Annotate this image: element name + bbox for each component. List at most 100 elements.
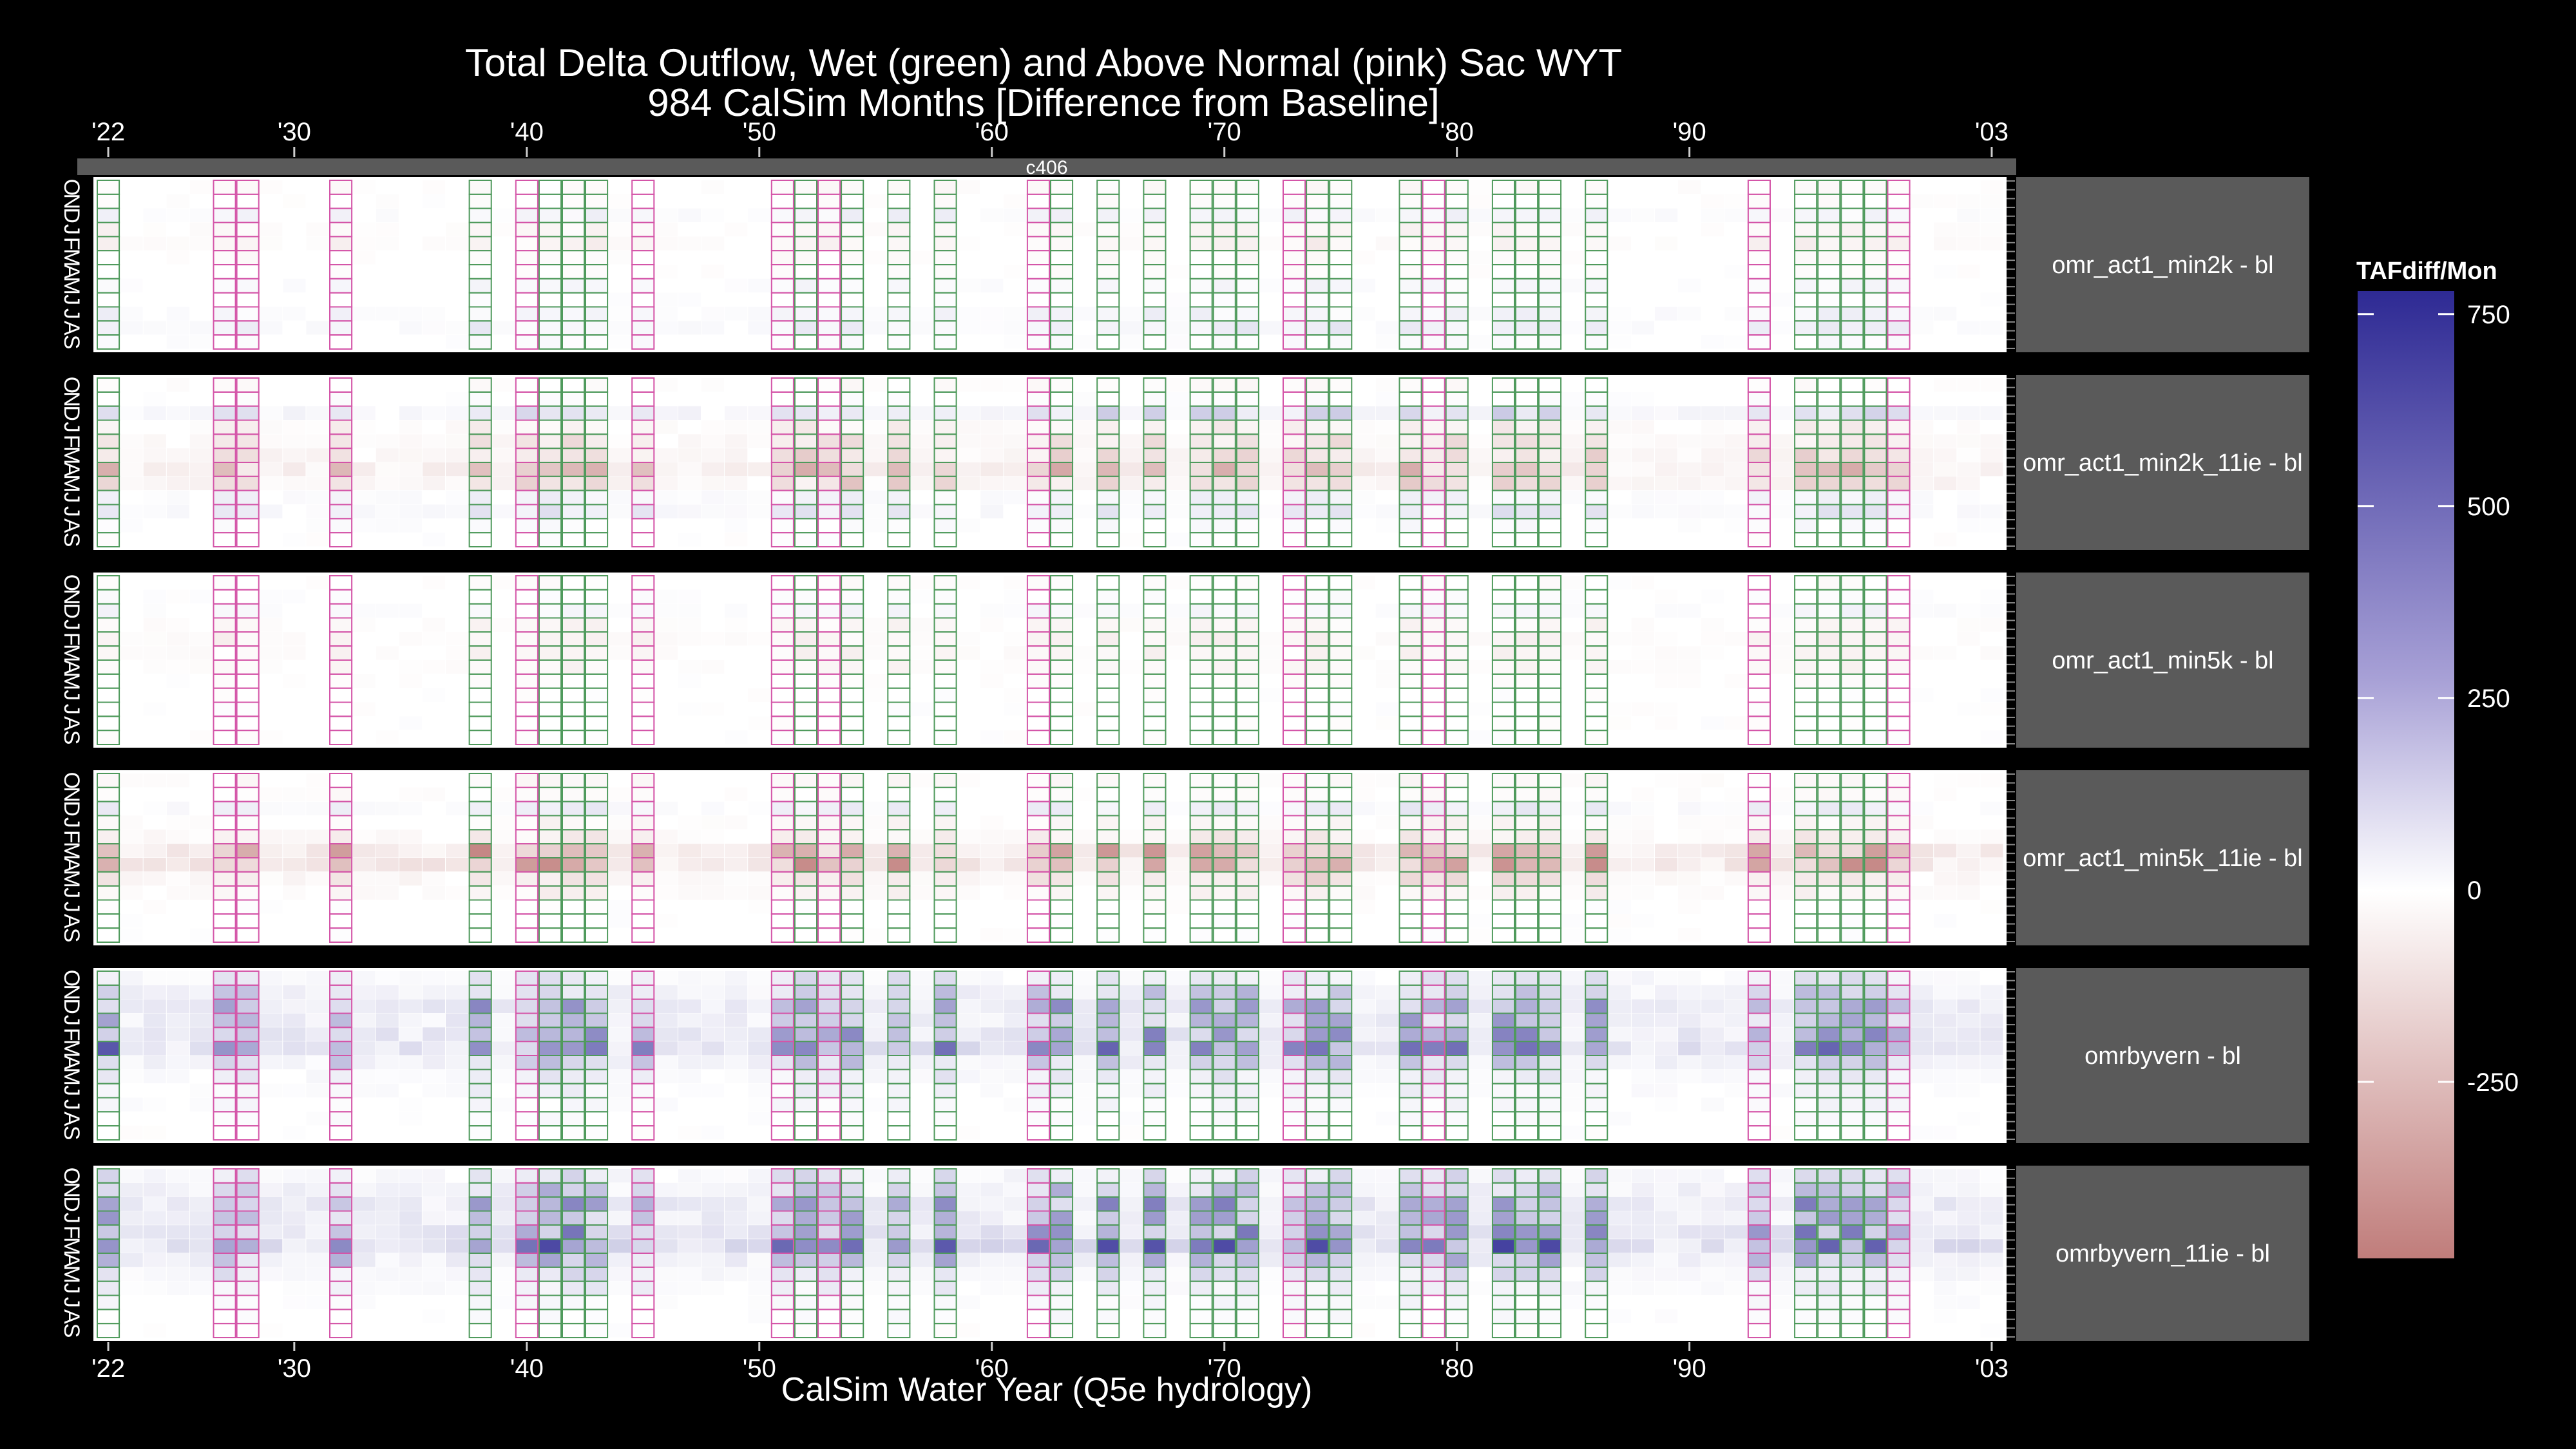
heat-cell [1864,236,1887,251]
heat-cell [1608,716,1631,730]
heat-cell [1120,236,1143,251]
heat-cell [143,985,166,999]
wet-year-cell [1189,927,1213,943]
heat-cell [771,844,794,858]
heat-cell [980,476,1004,491]
heat-cell [1911,688,1934,702]
wet-year-cell [1445,730,1469,745]
heat-cell [1213,292,1236,307]
facet-strip [2016,375,2309,550]
heat-cell [1887,335,1911,349]
heat-cell [515,434,539,448]
heat-cell [1143,378,1166,392]
heat-cell [469,829,492,844]
heat-cell [1027,1041,1050,1056]
heat-cell [1585,392,1608,406]
heat-cell [887,603,910,618]
heat-cell [1213,971,1236,985]
heat-cell [1957,518,1980,533]
heat-cell [1887,476,1911,491]
heat-cell [585,476,608,491]
heat-cell [1538,815,1561,829]
heat-cell [1167,307,1190,321]
heat-cell [887,660,910,674]
heat-cell [1096,462,1120,477]
heat-cell [678,674,701,688]
heat-cell [1167,533,1190,547]
heat-cell [1911,462,1934,477]
heat-cell [1329,278,1352,293]
heat-cell [1538,787,1561,802]
heat-cell [1096,278,1120,293]
heat-cell [1213,603,1236,618]
heat-cell [1143,858,1166,872]
heat-cell [492,576,515,590]
heat-cell [1794,448,1817,462]
heat-cell [1329,420,1352,434]
heat-cell [725,462,748,477]
heat-cell [166,448,189,462]
heat-cell [1422,928,1445,942]
heat-cell [1631,646,1654,660]
heat-cell [1073,307,1096,321]
heat-cell [539,518,562,533]
heat-cell [1655,646,1678,660]
heat-cell [817,999,841,1013]
heat-cell [1096,265,1120,279]
heat-cell [1817,603,1840,618]
heat-cell [1167,618,1190,632]
heat-cell [166,871,189,886]
heat-cell [864,420,887,434]
heat-cell [1887,208,1911,222]
heat-cell [97,801,120,815]
heat-cell [1399,236,1422,251]
heat-cell [817,660,841,674]
heat-cell [213,1027,236,1041]
heat-cell [771,1056,794,1070]
wet-year-cell [1794,927,1818,943]
heat-cell [1050,773,1073,788]
heat-cell [910,1069,933,1084]
heat-cell [120,858,143,872]
heat-cell [1004,1056,1027,1070]
heat-cell [864,928,887,942]
heat-cell [1259,773,1283,788]
heat-cell [1817,321,1840,335]
heat-cell [306,844,329,858]
heat-cell [1515,251,1538,265]
above-normal-year-cell [817,532,841,548]
wet-year-cell [468,532,492,548]
heat-cell [654,844,678,858]
heat-cell [817,815,841,829]
heat-cell [771,490,794,504]
heat-cell [1445,222,1469,236]
heat-cell [1004,1097,1027,1112]
wet-year-cell [97,532,120,548]
heat-cell [1190,773,1213,788]
heat-cell [1329,378,1352,392]
heat-cell [1073,829,1096,844]
heat-cell [1957,448,1980,462]
heat-cell [166,618,189,632]
heat-cell [1678,871,1701,886]
heat-cell [1864,335,1887,349]
heat-cell [376,603,399,618]
heat-cell [1631,815,1654,829]
heat-cell [1817,194,1840,209]
wet-year-cell [1491,334,1515,350]
heat-cell [1771,844,1794,858]
heat-cell [794,900,817,914]
wet-year-cell [468,730,492,745]
heat-cell [1352,208,1375,222]
heat-cell [841,646,864,660]
heat-cell [1422,871,1445,886]
heat-cell [934,222,957,236]
heat-cell [864,406,887,420]
heat-cell [1864,730,1887,744]
heat-cell [515,1013,539,1027]
heat-cell [1748,646,1771,660]
heat-cell [1329,335,1352,349]
heat-cell [608,462,631,477]
heat-cell [980,871,1004,886]
heat-cell [910,406,933,420]
